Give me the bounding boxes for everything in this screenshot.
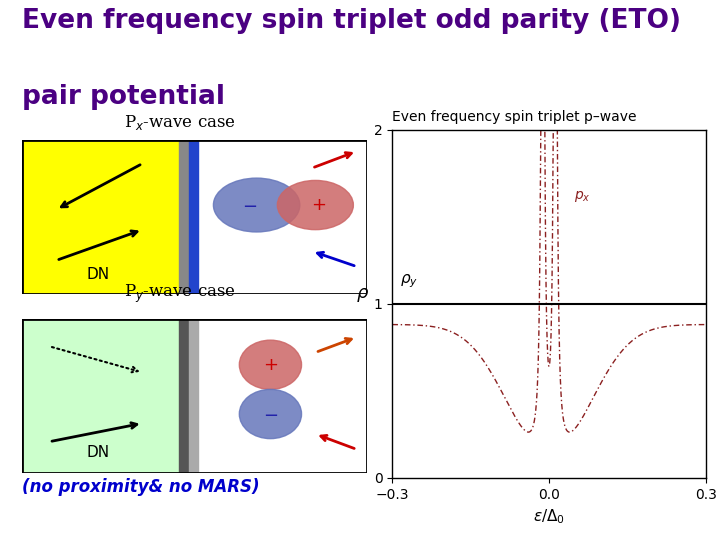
- Y-axis label: $\rho$: $\rho$: [356, 286, 369, 303]
- Text: (no proximity& no MARS): (no proximity& no MARS): [22, 478, 259, 496]
- Text: $p_x$: $p_x$: [574, 189, 591, 204]
- Text: $+$: $+$: [263, 356, 278, 374]
- X-axis label: $\varepsilon/\Delta_0$: $\varepsilon/\Delta_0$: [533, 507, 565, 526]
- Bar: [189, 319, 198, 472]
- Text: $-$: $-$: [263, 405, 278, 423]
- Text: P$_x$-wave case: P$_x$-wave case: [124, 113, 236, 132]
- Bar: [198, 140, 367, 294]
- Bar: [189, 140, 198, 294]
- Text: pair potential: pair potential: [22, 84, 225, 110]
- Ellipse shape: [277, 180, 354, 230]
- Text: $\rho_y$: $\rho_y$: [400, 272, 418, 290]
- Ellipse shape: [239, 340, 302, 389]
- Text: Even frequency spin triplet p–wave: Even frequency spin triplet p–wave: [392, 110, 637, 124]
- Ellipse shape: [213, 178, 300, 232]
- Bar: [179, 319, 189, 472]
- Text: $+$: $+$: [311, 196, 326, 214]
- Text: DN: DN: [86, 267, 109, 282]
- Bar: [198, 319, 367, 472]
- Text: Even frequency spin triplet odd parity (ETO): Even frequency spin triplet odd parity (…: [22, 8, 680, 34]
- Bar: [22, 140, 179, 294]
- Ellipse shape: [239, 389, 302, 438]
- Text: P$_y$-wave case: P$_y$-wave case: [124, 283, 236, 305]
- Bar: [22, 319, 179, 472]
- Text: $-$: $-$: [242, 196, 257, 214]
- Text: DN: DN: [86, 445, 109, 460]
- Bar: [179, 140, 189, 294]
